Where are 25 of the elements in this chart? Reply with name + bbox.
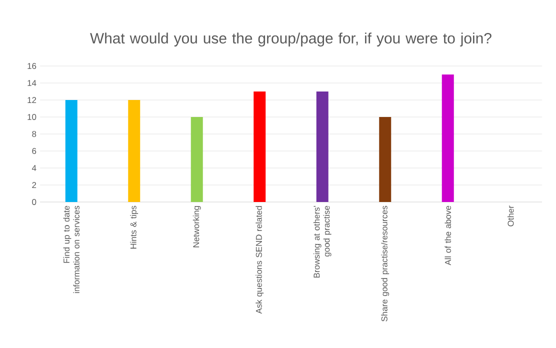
y-tick-label: 6 [32,148,36,154]
y-tick-label: 10 [28,114,36,120]
x-tick-label: Browsing at others' good practise [313,206,332,278]
bar [254,92,266,202]
x-tick-label: Find up to date information on services [63,206,80,293]
x-tick-label: Ask questions SEND related [256,206,264,314]
bar [128,100,140,202]
y-tick-label: 4 [32,165,36,171]
bar [190,117,203,202]
x-tick-label: All of the above [444,206,451,266]
chart-title: What would you use the group/page for, if you were to join? [90,32,492,46]
y-tick-label: 12 [28,97,36,103]
y-tick-label: 8 [32,131,36,137]
bar [379,117,392,202]
x-tick-label: Networking [192,206,201,248]
x-tick-label: Hints & tips [130,206,138,249]
y-tick-label: 2 [32,182,36,188]
y-tick-label: 0 [32,199,36,205]
bar [442,74,454,202]
x-tick-label: Share good practise/resources [381,206,390,322]
y-tick-label: 16 [28,63,36,69]
x-tick-label: Other [508,206,514,226]
y-tick-label: 14 [28,80,36,86]
bar [316,92,328,202]
bar [65,100,78,202]
